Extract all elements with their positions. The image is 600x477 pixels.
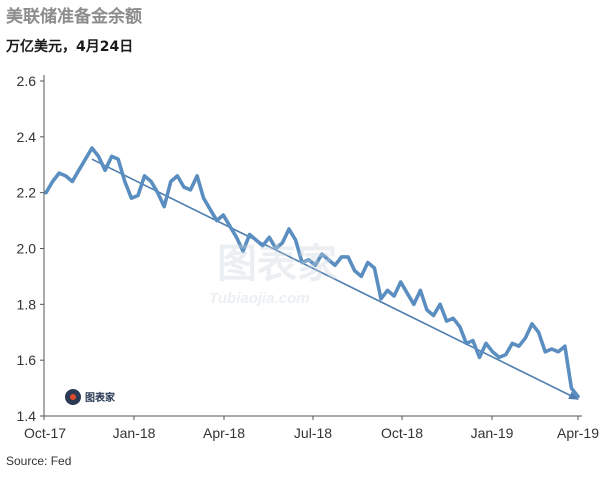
x-tick-label: Jul-18 xyxy=(294,425,332,441)
trend-line xyxy=(91,158,579,400)
y-tick-label: 1.6 xyxy=(17,352,37,368)
brand-logo: 图表家 xyxy=(64,388,124,406)
series-line-reserve-balances xyxy=(44,146,580,399)
chart-subtitle: 万亿美元，4月24日 xyxy=(6,39,134,55)
x-tick-label: Oct-18 xyxy=(381,425,423,441)
watermark-url: Tubiaojia.com xyxy=(209,290,310,307)
y-tick-label: 2.0 xyxy=(17,241,37,257)
x-tick-label: Apr-19 xyxy=(557,425,599,441)
source-note: Source: Fed xyxy=(6,454,72,468)
x-tick-label: Jan-19 xyxy=(471,425,514,441)
y-tick-label: 2.4 xyxy=(17,129,37,145)
x-tick-label: Apr-18 xyxy=(203,425,245,441)
y-tick-label: 1.8 xyxy=(17,296,37,312)
watermark-main: 图表家 xyxy=(217,242,337,286)
y-tick-label: 1.4 xyxy=(17,408,37,424)
y-tick-label: 2.6 xyxy=(17,73,37,89)
chart-title: 美联储准备金余额 xyxy=(6,7,142,27)
watermark: 图表家 Tubiaojia.com xyxy=(209,242,337,307)
x-tick-label: Jan-18 xyxy=(113,425,156,441)
logo-text: 图表家 xyxy=(85,391,116,404)
x-tick-label: Oct-17 xyxy=(24,425,66,441)
y-tick-label: 2.2 xyxy=(17,185,37,201)
